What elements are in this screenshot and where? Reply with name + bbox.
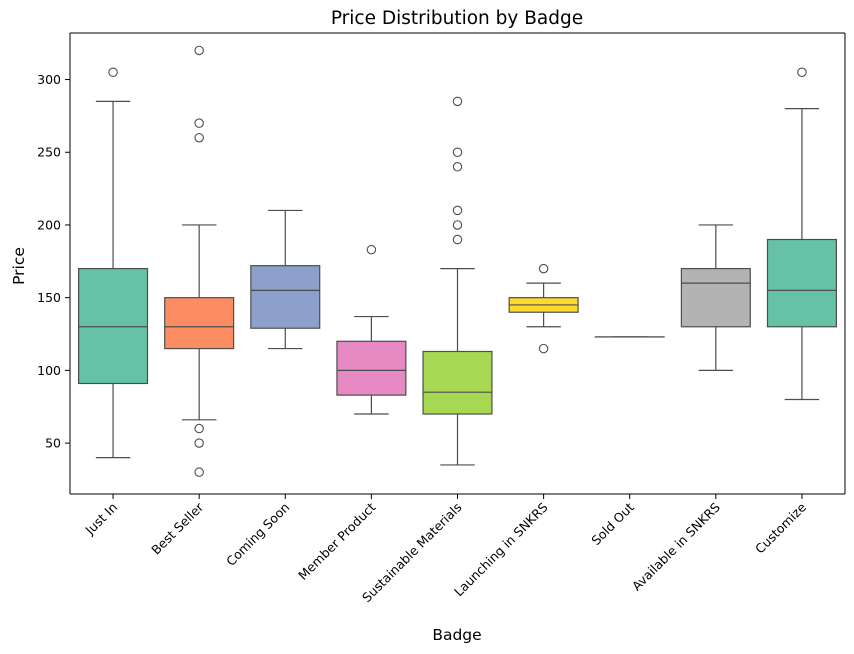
- box-just-in: [78, 267, 149, 385]
- outlier-customize-0: [797, 67, 807, 78]
- outlier-sustainable-materials-4: [452, 220, 463, 230]
- box-customize: [766, 238, 837, 328]
- outlier-sustainable-materials-1: [452, 147, 463, 157]
- box-coming-soon: [250, 265, 321, 329]
- outlier-launching-in-snkrs-1: [538, 343, 549, 354]
- x-tick-label-sustainable-materials: Sustainable Materials: [359, 500, 465, 606]
- plot-area: 50 100 150 200 250 300 Just In Best Seller Comin…: [37, 32, 846, 606]
- y-tick-label-50: 50: [45, 436, 61, 451]
- outlier-best-seller-5: [194, 467, 204, 477]
- outlier-best-seller-1: [194, 118, 204, 128]
- y-tick-label-200: 200: [37, 217, 61, 232]
- outlier-just-in-0: [108, 67, 118, 78]
- x-tick-label-coming-soon: Coming Soon: [223, 500, 292, 569]
- x-tick-label-launching-in-snkrs: Launching in SNKRS: [451, 499, 551, 599]
- chart-title: Price Distribution by Badge: [331, 8, 583, 29]
- outlier-sustainable-materials-2: [452, 162, 463, 172]
- outlier-sustainable-materials-5: [452, 234, 463, 245]
- box-member-product: [336, 340, 407, 396]
- box-sustainable-materials: [422, 350, 493, 415]
- x-tick-label-member-product: Member Product: [295, 499, 378, 582]
- box-best-seller: [164, 297, 235, 350]
- outlier-launching-in-snkrs-0: [538, 263, 549, 274]
- outlier-best-seller-4: [194, 438, 204, 448]
- x-tick-label-sold-out: Sold Out: [588, 499, 637, 548]
- outlier-sustainable-materials-0: [452, 96, 463, 107]
- y-tick-label-250: 250: [37, 145, 61, 160]
- y-tick-label-150: 150: [37, 290, 61, 305]
- outlier-sustainable-materials-3: [452, 205, 463, 216]
- outlier-best-seller-3: [194, 423, 204, 434]
- outlier-best-seller-2: [194, 132, 204, 143]
- y-tick-label-100: 100: [37, 363, 61, 378]
- x-tick-label-best-seller: Best Seller: [148, 499, 207, 558]
- outlier-member-product-0: [366, 244, 377, 255]
- x-tick-label-available-in-snkrs: Available in SNKRS: [629, 499, 723, 593]
- x-tick-label-just-in: Just In: [82, 500, 121, 539]
- box-available-in-snkrs: [680, 267, 751, 328]
- x-axis-title: Badge: [432, 626, 481, 644]
- y-tick-label-300: 300: [37, 72, 61, 87]
- y-axis-title: Price: [10, 247, 28, 285]
- x-tick-label-customize: Customize: [752, 499, 809, 556]
- outlier-best-seller-0: [194, 45, 204, 56]
